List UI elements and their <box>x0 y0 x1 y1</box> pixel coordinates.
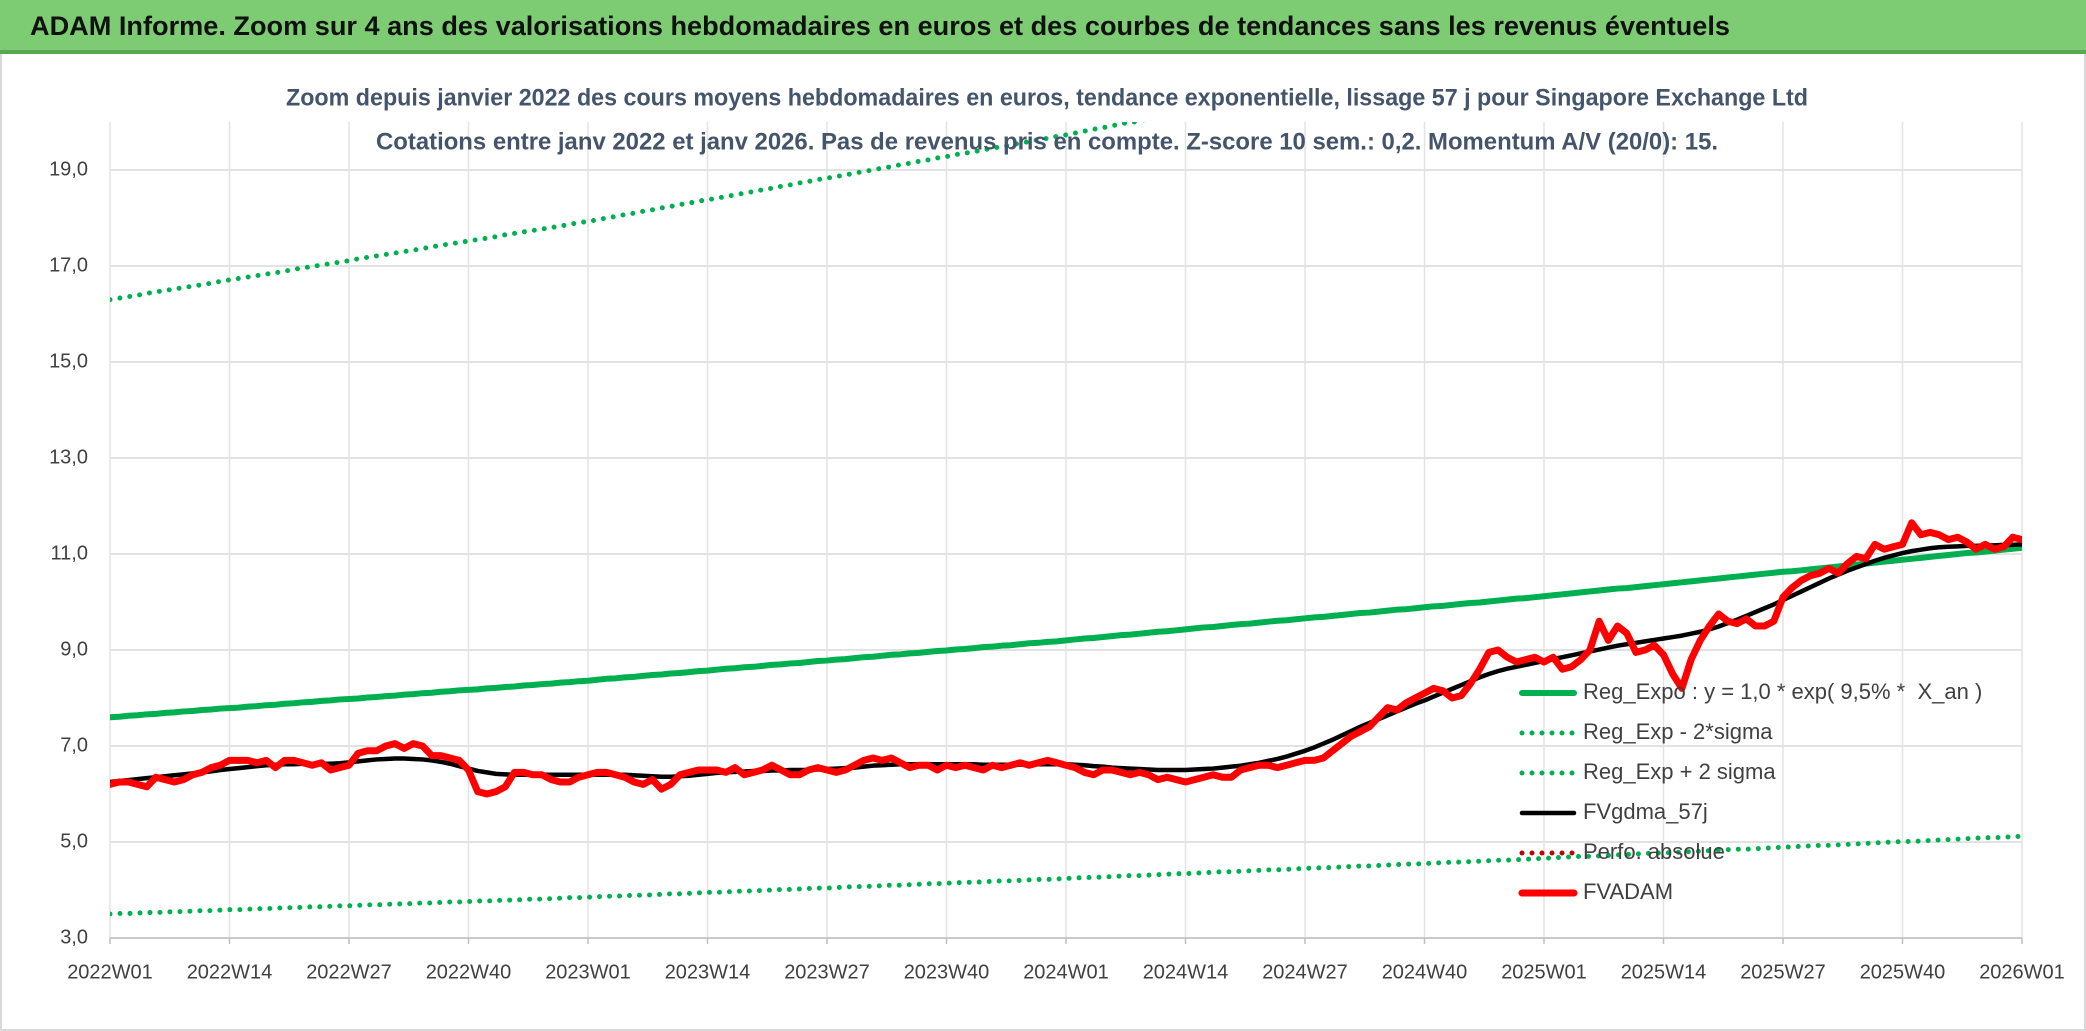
series-line <box>110 544 2022 721</box>
y-tick-label: 9,0 <box>60 638 88 660</box>
x-tick-label: 2025W01 <box>1501 961 1587 983</box>
x-tick-label: 2022W27 <box>306 961 392 983</box>
x-tick-label: 2025W40 <box>1860 961 1946 983</box>
x-tick-label: 2024W14 <box>1143 961 1229 983</box>
subtitle: Zoom depuis janvier 2022 des cours moyen… <box>286 84 1808 111</box>
y-tick-label: 11,0 <box>51 542 88 564</box>
y-tick-label: 3,0 <box>60 926 88 948</box>
x-tick-label: 2022W01 <box>67 961 153 983</box>
x-tick-label: 2024W01 <box>1023 961 1109 983</box>
series-line <box>110 833 2022 917</box>
x-tick-label: 2024W40 <box>1382 961 1468 983</box>
legend-label: Perfo. absolue <box>1583 839 1725 864</box>
x-tick-label: 2023W01 <box>545 961 631 983</box>
subtitle: Cotations entre janv 2022 et janv 2026. … <box>376 128 1718 155</box>
y-tick-label: 19,0 <box>49 158 88 180</box>
x-tick-label: 2023W40 <box>904 961 990 983</box>
legend-label: Reg_Exp - 2*sigma <box>1583 719 1773 744</box>
header-band <box>0 0 2086 53</box>
y-tick-label: 15,0 <box>49 350 88 372</box>
chart-title: ADAM Informe. Zoom sur 4 ans des valoris… <box>30 11 1730 41</box>
x-tick-label: 2025W14 <box>1621 961 1707 983</box>
y-tick-label: 5,0 <box>60 830 88 852</box>
plot <box>110 122 2022 917</box>
x-tick-label: 2024W27 <box>1262 961 1348 983</box>
y-tick-label: 13,0 <box>49 446 88 468</box>
legend-label: Reg_Exp + 2 sigma <box>1583 759 1776 784</box>
legend: Reg_Expo : y = 1,0 * exp( 9,5% * X_an ) R… <box>1518 679 1982 904</box>
x-tick-label: 2023W14 <box>665 961 751 983</box>
header-rule <box>0 50 2086 54</box>
legend-label: Reg_Expo : y = 1,0 * exp( 9,5% * X_an ) <box>1583 679 1982 704</box>
legend-label: FVgdma_57j <box>1583 799 1708 824</box>
x-tick-label: 2026W01 <box>1979 961 2065 983</box>
x-tick-label: 2022W40 <box>426 961 512 983</box>
y-tick-label: 7,0 <box>60 734 88 756</box>
grid: 3,0 5,0 7,0 9,0 11,0 13,0 15,0 17,0 19,0 2022W01 2… <box>49 122 2065 983</box>
legend-label: FVADAM <box>1583 879 1673 904</box>
y-tick-label: 17,0 <box>49 254 88 276</box>
x-tick-label: 2022W14 <box>187 961 273 983</box>
series-line <box>110 519 2022 798</box>
x-tick-label: 2023W27 <box>784 961 870 983</box>
x-tick-label: 2025W27 <box>1740 961 1826 983</box>
series-line <box>110 122 1145 303</box>
